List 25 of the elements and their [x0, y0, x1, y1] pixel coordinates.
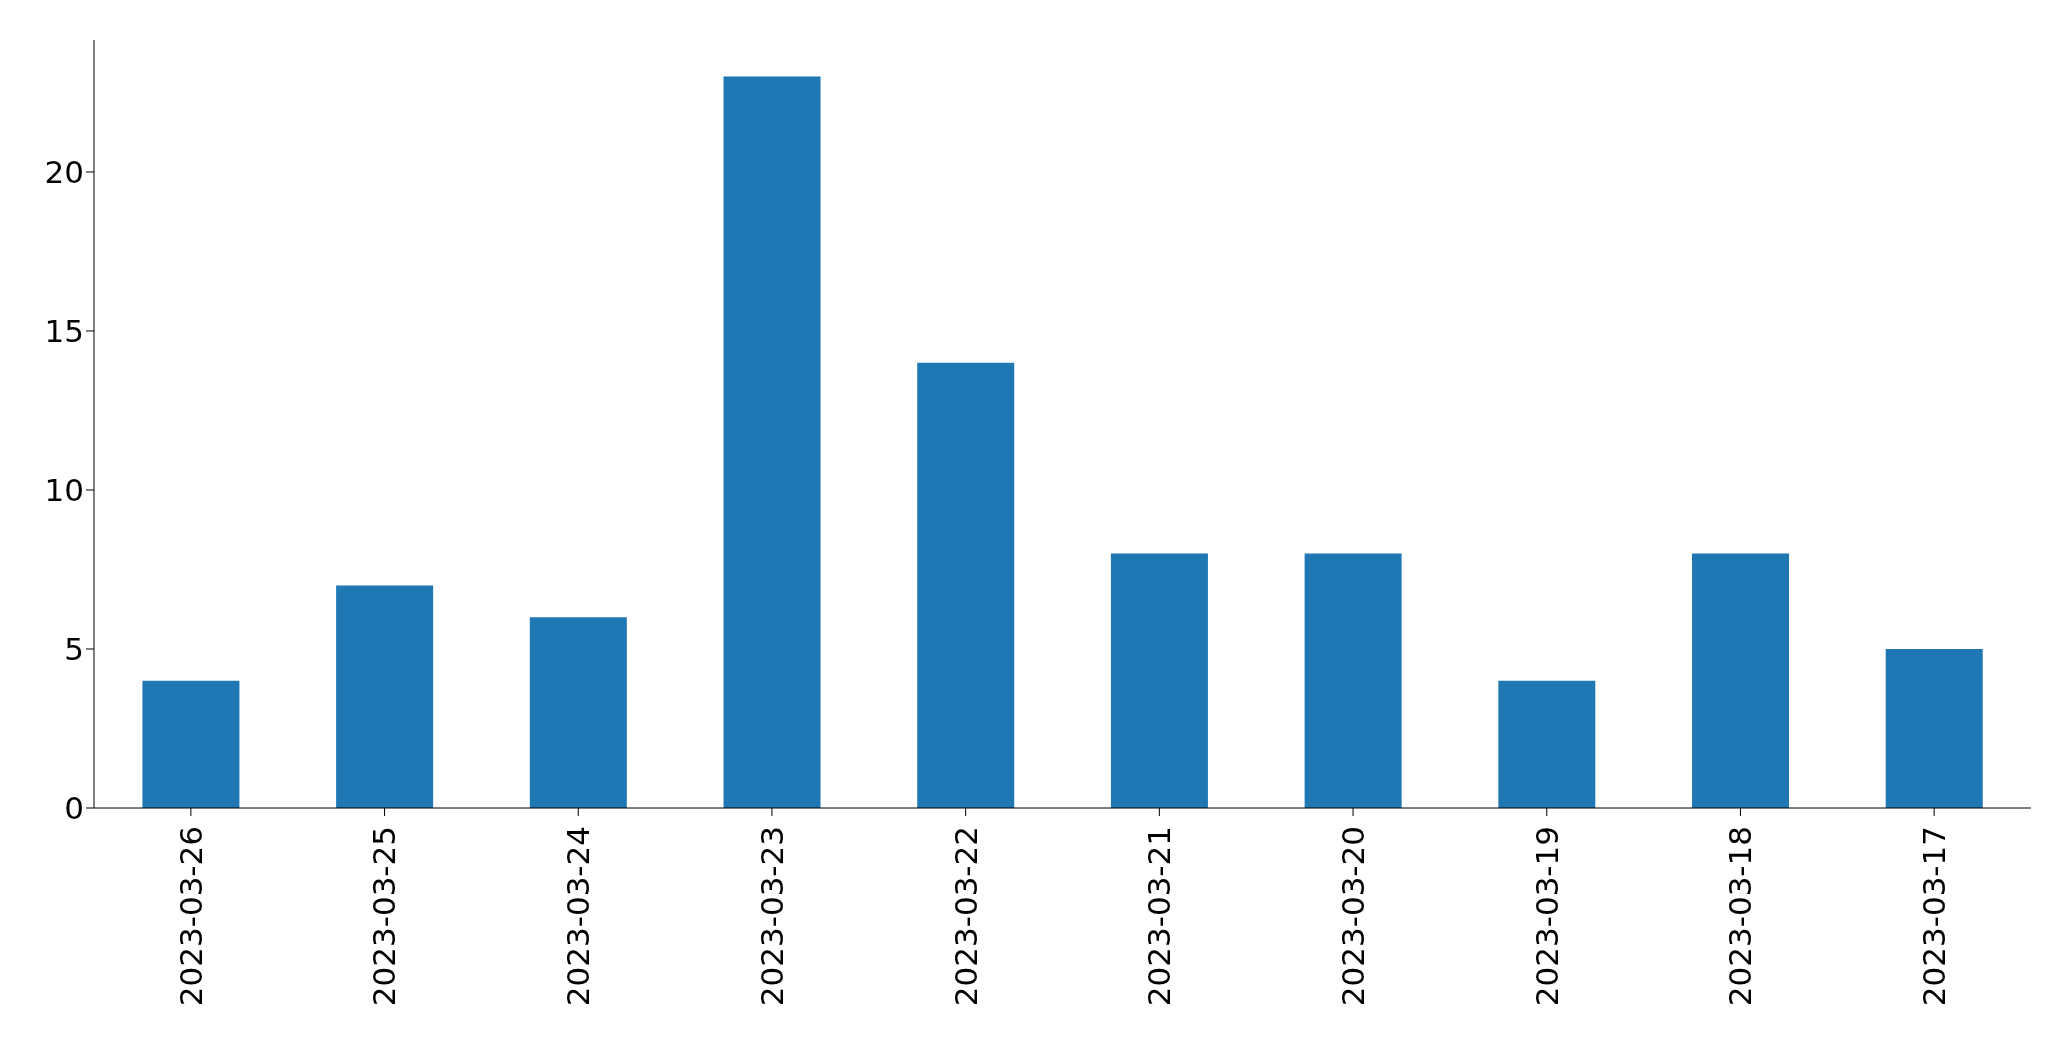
x-tick-label: 2023-03-23 [753, 826, 790, 1007]
bar [1692, 553, 1790, 808]
bar [1885, 648, 1983, 808]
bar [723, 76, 821, 808]
bar [1304, 553, 1402, 808]
y-tick-label: 5 [64, 631, 84, 667]
x-tick-label: 2023-03-17 [1916, 826, 1952, 1007]
x-tick-label: 2023-03-22 [947, 826, 984, 1007]
bar [917, 362, 1015, 808]
x-tick-label: 2023-03-20 [1334, 826, 1371, 1007]
y-tick-label: 15 [44, 312, 84, 349]
x-tick-label: 2023-03-21 [1141, 826, 1178, 1007]
bar [1498, 680, 1596, 808]
x-tick-label: 2023-03-19 [1528, 826, 1565, 1007]
x-tick-label: 2023-03-26 [172, 826, 209, 1007]
x-tick-label: 2023-03-25 [366, 826, 403, 1007]
y-tick-label: 20 [44, 153, 84, 190]
y-tick-label: 10 [44, 471, 84, 508]
x-tick-label: 2023-03-24 [560, 826, 597, 1007]
y-tick-label: 0 [64, 790, 84, 827]
bar [142, 680, 240, 808]
bar [336, 585, 434, 808]
x-tick-label: 2023-03-18 [1722, 826, 1759, 1007]
bar [1110, 553, 1208, 808]
bar [529, 617, 627, 808]
